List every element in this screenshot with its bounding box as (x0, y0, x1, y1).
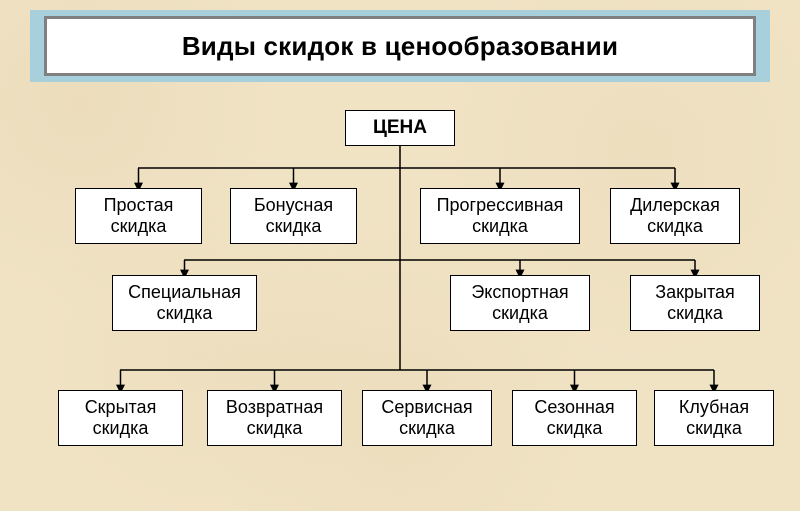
node-club: Клубная скидка (654, 390, 774, 446)
diagram-title: Виды скидок в ценообразовании (182, 31, 618, 62)
title-inner-frame: Виды скидок в ценообразовании (44, 16, 756, 76)
node-bonus: Бонусная скидка (230, 188, 357, 244)
node-export: Экспортная скидка (450, 275, 590, 331)
node-special: Специальная скидка (112, 275, 257, 331)
node-return: Возвратная скидка (207, 390, 342, 446)
title-outer-frame: Виды скидок в ценообразовании (30, 10, 770, 82)
node-service: Сервисная скидка (362, 390, 492, 446)
node-root: ЦЕНА (345, 110, 455, 146)
node-hidden: Скрытая скидка (58, 390, 183, 446)
node-progressive: Прогрессивная скидка (420, 188, 580, 244)
node-closed: Закрытая скидка (630, 275, 760, 331)
node-seasonal: Сезонная скидка (512, 390, 637, 446)
node-dealer: Дилерская скидка (610, 188, 740, 244)
node-simple: Простая скидка (75, 188, 202, 244)
